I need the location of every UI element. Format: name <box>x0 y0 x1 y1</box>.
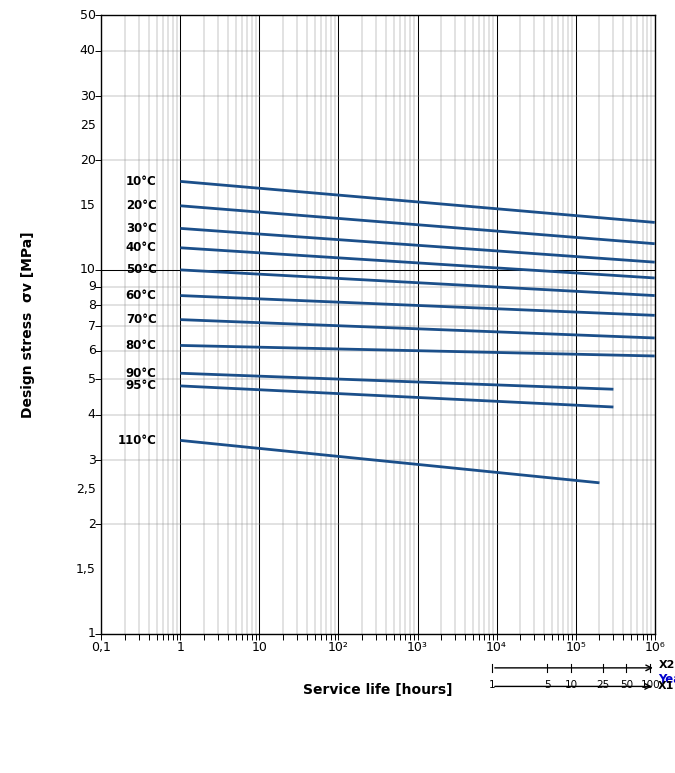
Text: 80°C: 80°C <box>126 339 157 352</box>
Text: 30: 30 <box>80 90 96 103</box>
Text: 7: 7 <box>88 320 96 332</box>
Text: 50: 50 <box>80 9 96 22</box>
Text: 3: 3 <box>88 454 96 467</box>
Text: 1,5: 1,5 <box>76 564 96 576</box>
Text: 25: 25 <box>80 118 96 131</box>
Text: 10: 10 <box>252 642 267 654</box>
Text: 20: 20 <box>80 154 96 167</box>
Text: Years: Years <box>659 673 675 686</box>
Text: 15: 15 <box>80 199 96 213</box>
Text: 95°C: 95°C <box>126 380 157 393</box>
Text: 10⁵: 10⁵ <box>565 642 586 654</box>
Text: 0,1: 0,1 <box>91 642 111 654</box>
Text: 10⁴: 10⁴ <box>486 642 507 654</box>
Text: 20°C: 20°C <box>126 199 157 213</box>
X-axis label: Service life [hours]: Service life [hours] <box>303 683 453 697</box>
Text: 1: 1 <box>489 680 495 690</box>
Text: 50°C: 50°C <box>126 264 157 277</box>
Text: 10: 10 <box>80 264 96 277</box>
Y-axis label: Design stress  σv [MPa]: Design stress σv [MPa] <box>22 231 35 418</box>
Text: 60°C: 60°C <box>126 289 157 302</box>
Text: 70°C: 70°C <box>126 313 157 326</box>
Text: 10⁶: 10⁶ <box>645 642 665 654</box>
Text: 8: 8 <box>88 298 96 312</box>
Text: X1: X1 <box>657 682 674 691</box>
Text: 40: 40 <box>80 44 96 57</box>
Text: 2: 2 <box>88 518 96 531</box>
Text: 2,5: 2,5 <box>76 482 96 495</box>
Text: 25: 25 <box>596 680 610 690</box>
Text: 50: 50 <box>620 680 633 690</box>
Text: 1: 1 <box>176 642 184 654</box>
Text: 10°C: 10°C <box>126 175 157 188</box>
Text: 4: 4 <box>88 408 96 421</box>
Text: 40°C: 40°C <box>126 241 157 254</box>
Text: 6: 6 <box>88 344 96 357</box>
Text: 5: 5 <box>88 373 96 386</box>
Text: 10: 10 <box>564 680 578 690</box>
Text: 110°C: 110°C <box>117 434 157 447</box>
Text: 5: 5 <box>544 680 551 690</box>
Text: 10³: 10³ <box>407 642 428 654</box>
Text: 30°C: 30°C <box>126 222 157 235</box>
Text: 1: 1 <box>88 628 96 640</box>
Text: 10²: 10² <box>328 642 349 654</box>
Text: X2: X2 <box>659 660 675 669</box>
Text: 9: 9 <box>88 280 96 293</box>
Text: 100: 100 <box>641 680 660 690</box>
Text: 90°C: 90°C <box>126 366 157 380</box>
